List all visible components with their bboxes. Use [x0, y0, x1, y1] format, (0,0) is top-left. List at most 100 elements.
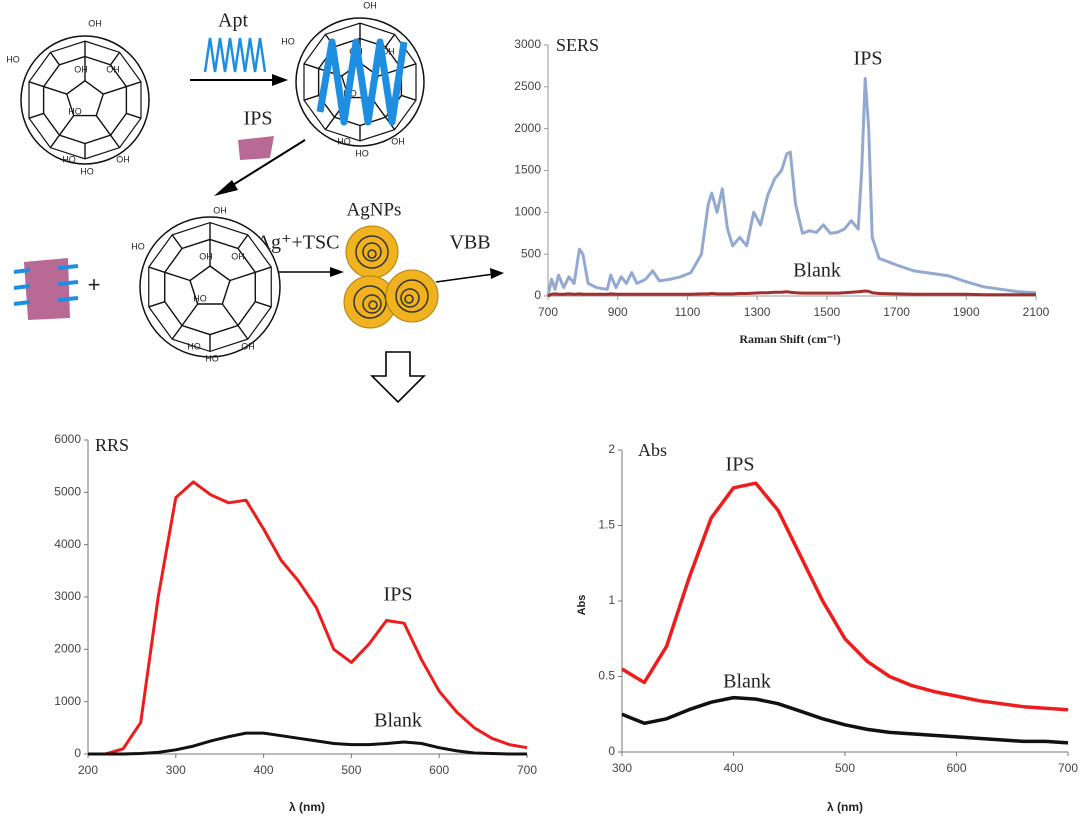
fullerene-bond — [110, 134, 121, 149]
fullerene — [20, 35, 150, 165]
y-tick-label: 0 — [74, 746, 81, 760]
arrow — [435, 273, 495, 283]
annotation: Blank — [374, 710, 422, 732]
agnps-icon — [343, 225, 439, 329]
fullerene-bond — [171, 234, 183, 249]
series-line — [88, 480, 528, 756]
x-tick-label: 300 — [612, 761, 632, 775]
hydroxyl-label: OH — [391, 136, 405, 146]
fullerene-bond — [237, 234, 249, 249]
hydroxyl-label: OH — [231, 251, 245, 261]
y-tick-label: 3000 — [54, 589, 81, 603]
fullerene-bond — [110, 51, 121, 66]
hydroxyl-label: HO — [281, 36, 295, 46]
x-axis-label: Raman Shift (cm⁻¹) — [739, 332, 840, 346]
hydroxyl-label: OH — [381, 46, 395, 56]
fullerene-bond — [49, 51, 60, 66]
fullerene-bond — [181, 303, 199, 326]
chart-title: SERS — [556, 35, 599, 55]
annotation: IPS — [384, 584, 413, 606]
fullerene-bond — [401, 94, 417, 101]
x-axis-label: λ (nm) — [827, 800, 863, 814]
y-tick-label: 500 — [521, 246, 541, 260]
fullerene-bond — [103, 85, 127, 95]
fullerene — [139, 216, 281, 358]
x-tick-label: 500 — [835, 761, 855, 775]
y-tick-label: 4000 — [54, 537, 81, 551]
y-tick-label: 1000 — [54, 694, 81, 708]
arrowhead — [490, 268, 504, 279]
x-tick-label: 700 — [1058, 761, 1078, 775]
y-tick-label: 6000 — [54, 432, 81, 446]
vbb-label: VBB — [449, 232, 490, 254]
x-tick-label: 400 — [254, 763, 274, 777]
fullerene-bond — [28, 112, 44, 119]
x-tick-label: 1300 — [744, 305, 771, 319]
y-tick-label: 2500 — [514, 79, 541, 93]
fullerene-outline — [20, 35, 150, 165]
fullerene-bond — [171, 325, 183, 340]
y-tick-label: 1 — [608, 593, 615, 607]
chart-title: RRS — [95, 435, 129, 455]
fullerene-bond — [49, 134, 60, 149]
fullerene-bond — [148, 301, 165, 308]
fullerene-bond — [385, 33, 396, 48]
hydroxyl-label: OH — [241, 341, 255, 351]
series-line — [621, 695, 1069, 745]
fullerene-bond — [164, 271, 191, 282]
x-tick-label: 1100 — [675, 305, 701, 319]
fullerene-face — [189, 265, 231, 305]
y-tick-label: 3000 — [514, 37, 541, 51]
x-tick-label: 1700 — [883, 305, 910, 319]
y-tick-label: 0.5 — [598, 669, 615, 683]
x-axis-label: λ (nm) — [289, 800, 325, 814]
y-tick-label: 5000 — [54, 485, 81, 499]
ips-aptamer-complex — [24, 258, 70, 320]
fullerene-bond — [126, 81, 142, 88]
plus-sign: + — [88, 272, 101, 297]
fullerene-outline — [139, 216, 281, 358]
x-tick-label: 2100 — [1023, 305, 1050, 319]
chart-title: Abs — [638, 440, 667, 460]
fullerene-bond — [43, 85, 67, 95]
series-line — [621, 481, 1069, 712]
fullerene-bond — [255, 266, 272, 273]
aptamer-strands — [13, 264, 79, 306]
apt-label: Apt — [218, 10, 248, 32]
y-tick-label: 2 — [608, 442, 615, 456]
fullerene-bond — [401, 63, 417, 70]
x-tick-label: 600 — [429, 763, 449, 777]
hydroxyl-label: HO — [355, 148, 369, 158]
y-tick-label: 1.5 — [598, 518, 615, 532]
annotation: IPS — [726, 454, 755, 476]
agnps-label: AgNPs — [347, 199, 402, 220]
ips-icon — [238, 136, 274, 160]
ips-label: IPS — [244, 108, 273, 130]
fullerene-bond — [221, 303, 239, 326]
series-line — [546, 77, 1037, 297]
hydroxyl-label: HO — [205, 353, 219, 363]
fullerene-face — [28, 40, 142, 160]
x-tick-label: 1900 — [953, 305, 980, 319]
annotation: Blank — [723, 671, 771, 693]
series-line — [547, 289, 1036, 298]
hydroxyl-label: HO — [80, 166, 94, 176]
hydroxyl-label: OH — [88, 18, 102, 28]
hydroxyl-label: OH — [199, 251, 213, 261]
arrowhead — [330, 267, 344, 277]
hydroxyl-label: HO — [131, 241, 145, 251]
fullerene-bond — [126, 112, 142, 119]
fullerene-bond — [148, 266, 165, 273]
arrowhead — [214, 180, 238, 196]
fullerene-bond — [28, 81, 44, 88]
aptamer-coil — [316, 38, 408, 126]
fullerene-bond — [303, 63, 319, 70]
x-tick-label: 200 — [78, 763, 98, 777]
hydroxyl-label: HO — [187, 341, 201, 351]
arrowhead — [272, 74, 288, 86]
x-tick-label: 900 — [608, 305, 628, 319]
hydroxyl-label: OH — [213, 205, 227, 215]
fullerene-bond — [95, 115, 112, 136]
aptamer-icon — [203, 37, 267, 73]
